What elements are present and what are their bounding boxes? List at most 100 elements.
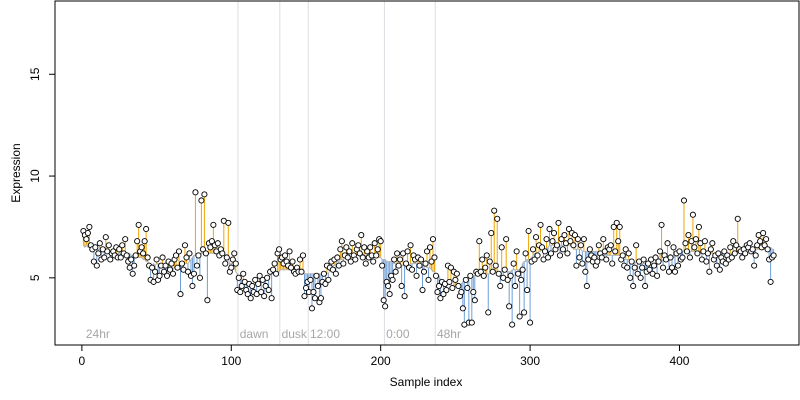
data-point (287, 264, 295, 271)
data-point (223, 254, 230, 261)
data-point (404, 248, 411, 255)
data-point (634, 270, 641, 277)
data-point (356, 250, 363, 257)
data-point (501, 266, 508, 273)
x-axis-title: Sample index (390, 375, 463, 389)
data-point (301, 293, 308, 300)
data-point (464, 284, 471, 292)
data-point (519, 266, 526, 273)
data-point (435, 282, 443, 290)
data-point (93, 262, 100, 269)
y-axis: 5 10 15 (28, 67, 56, 281)
data-point (426, 244, 434, 251)
phase-labels: 24hr dawn dusk 12:00 0:00 48hr (86, 327, 461, 341)
data-point (495, 270, 502, 277)
data-point (364, 248, 371, 255)
data-point (256, 272, 263, 279)
data-point (371, 240, 378, 247)
x-tick-label: 0 (79, 354, 86, 368)
data-point (709, 240, 716, 247)
data-point (734, 215, 741, 222)
data-point (556, 252, 564, 259)
data-point (394, 250, 401, 257)
data-point (757, 238, 764, 245)
data-point (485, 309, 492, 316)
data-point (516, 313, 523, 320)
data-point (308, 305, 316, 312)
data-point (619, 252, 626, 259)
data-point (392, 268, 399, 275)
data-point (225, 219, 232, 226)
data-point (633, 242, 640, 249)
x-tick-label: 400 (669, 354, 689, 368)
plot-frame (54, 0, 800, 346)
data-point (543, 236, 550, 243)
data-point (431, 254, 438, 261)
data-point (631, 264, 638, 271)
data-point (152, 268, 159, 275)
data-point (467, 272, 474, 279)
data-point (727, 244, 734, 251)
data-point (703, 258, 710, 265)
data-point (134, 238, 141, 245)
data-point (140, 250, 147, 257)
data-point (625, 250, 632, 257)
data-point (425, 276, 432, 283)
data-point (343, 244, 350, 251)
data-point (310, 289, 317, 296)
data-point (459, 305, 466, 312)
data-point (645, 260, 652, 267)
y-tick-label: 15 (28, 67, 42, 81)
data-point (571, 232, 578, 239)
data-point (446, 278, 453, 285)
data-point (479, 256, 486, 263)
data-point (210, 221, 217, 228)
data-point (162, 262, 169, 269)
data-point (722, 260, 729, 267)
data-point (627, 274, 634, 281)
data-point (513, 248, 520, 255)
data-point (640, 256, 647, 263)
data-point (615, 238, 622, 245)
data-point (382, 303, 389, 310)
data-point (607, 242, 614, 249)
data-point (591, 254, 598, 261)
data-point (525, 227, 532, 235)
data-point (428, 258, 435, 265)
data-point (325, 276, 332, 283)
data-point (83, 236, 90, 243)
data-point (296, 256, 304, 263)
data-point (302, 284, 310, 292)
data-point (440, 291, 447, 298)
data-point (671, 268, 679, 275)
data-point (273, 270, 280, 277)
data-point (658, 221, 665, 228)
y-axis-title: Expression (9, 143, 23, 202)
data-point (403, 260, 410, 267)
data-point (749, 246, 756, 253)
data-point (397, 256, 404, 263)
data-point (416, 262, 423, 269)
phase-label: 12:00 (310, 327, 340, 341)
data-point (367, 244, 374, 251)
data-point (733, 242, 740, 249)
data-point (695, 223, 702, 230)
data-point (667, 254, 674, 261)
data-point (622, 246, 629, 253)
data-point (153, 256, 160, 263)
data-point (199, 246, 206, 253)
data-point (470, 289, 477, 296)
data-point (131, 262, 138, 269)
data-point (401, 293, 408, 300)
data-point (715, 250, 722, 257)
series-points (80, 189, 777, 328)
data-point (583, 282, 590, 290)
data-point (483, 252, 490, 259)
data-point (530, 246, 537, 253)
data-point (161, 268, 168, 275)
data-point (258, 289, 265, 296)
data-point (728, 254, 735, 261)
data-point (219, 250, 226, 257)
data-point (549, 238, 556, 245)
